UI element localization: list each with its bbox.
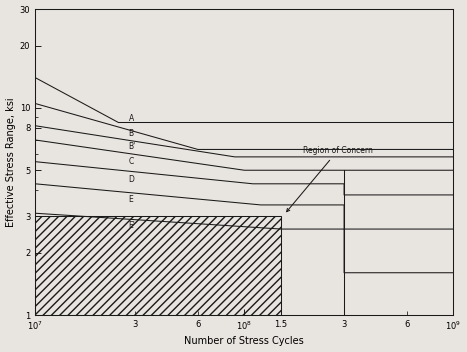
Text: B': B' bbox=[129, 142, 136, 151]
Text: E: E bbox=[129, 195, 134, 204]
Text: A: A bbox=[129, 114, 134, 123]
Text: Region of Concern: Region of Concern bbox=[287, 146, 373, 212]
Text: D: D bbox=[129, 175, 134, 184]
Text: B: B bbox=[129, 129, 134, 138]
Text: E': E' bbox=[129, 221, 135, 230]
Bar bbox=[35, 216, 281, 315]
Text: C: C bbox=[129, 157, 134, 166]
Y-axis label: Effective Stress Range, ksi: Effective Stress Range, ksi bbox=[6, 97, 15, 227]
X-axis label: Number of Stress Cycles: Number of Stress Cycles bbox=[184, 337, 304, 346]
